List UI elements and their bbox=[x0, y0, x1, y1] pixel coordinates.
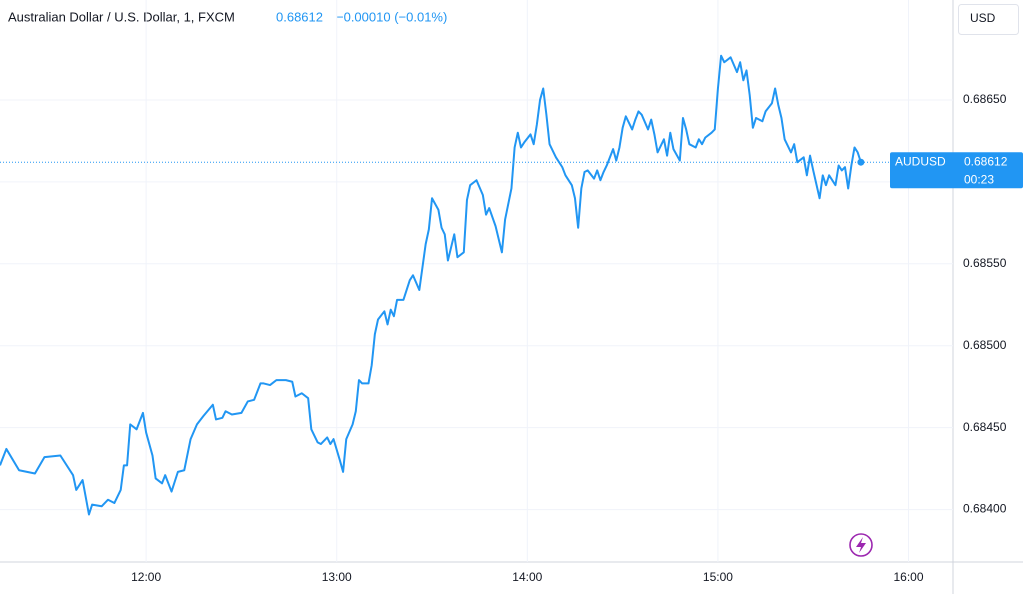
currency-button[interactable] bbox=[958, 4, 1019, 35]
y-tick-label: 0.68650 bbox=[963, 92, 1007, 106]
price-tag-value: 0.68612 bbox=[964, 154, 1008, 168]
price-line bbox=[0, 54, 862, 516]
x-tick-label: 12:00 bbox=[131, 570, 161, 584]
price-tag bbox=[890, 152, 1023, 189]
y-tick-label: 0.68450 bbox=[963, 420, 1007, 434]
price-tag-name: AUDUSD bbox=[895, 154, 946, 168]
chart-title: Australian Dollar / U.S. Dollar, 1, FXCM bbox=[8, 9, 235, 24]
currency-label: USD bbox=[970, 11, 996, 25]
y-tick-label: 0.68550 bbox=[963, 256, 1007, 270]
x-tick-label: 15:00 bbox=[703, 570, 733, 584]
y-tick-label: 0.68500 bbox=[963, 338, 1007, 352]
x-tick-label: 13:00 bbox=[322, 570, 352, 584]
price-tag-countdown: 00:23 bbox=[964, 172, 994, 186]
header-change: −0.00010 (−0.01%) bbox=[336, 9, 447, 24]
last-point bbox=[857, 158, 865, 166]
y-tick-label: 0.68400 bbox=[963, 502, 1007, 516]
x-tick-label: 16:00 bbox=[894, 570, 924, 584]
x-tick-label: 14:00 bbox=[512, 570, 542, 584]
lightning-icon[interactable] bbox=[849, 533, 873, 557]
header-price: 0.68612 bbox=[276, 9, 323, 24]
